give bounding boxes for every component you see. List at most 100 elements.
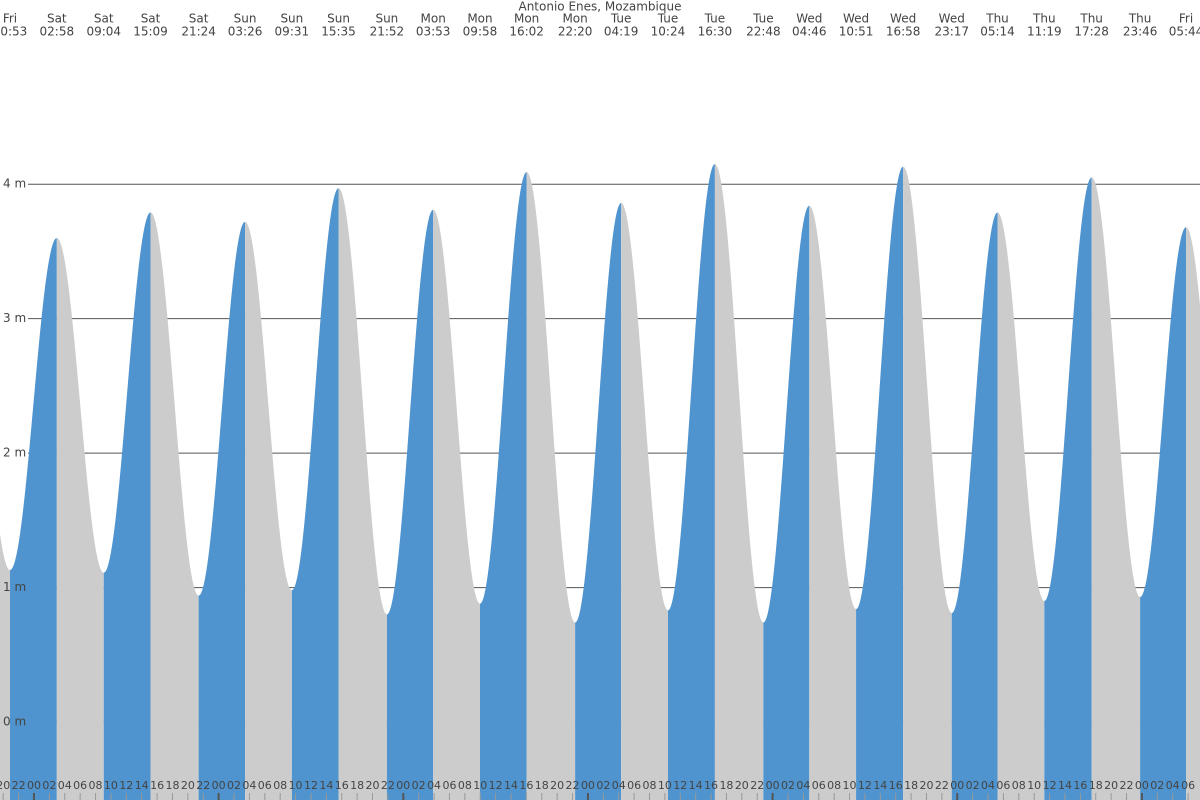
hour-label: 00: [396, 779, 410, 792]
hour-label: 06: [442, 779, 456, 792]
hour-label: 00: [1135, 779, 1149, 792]
extreme-time: 20:53: [0, 25, 27, 39]
extreme-day: Sat: [47, 12, 67, 26]
extreme-time: 22:20: [558, 25, 593, 39]
hour-label: 18: [904, 779, 918, 792]
hour-label: 14: [135, 779, 149, 792]
hour-label: 20: [181, 779, 195, 792]
extreme-time: 22:48: [746, 25, 781, 39]
hour-label: 08: [642, 779, 656, 792]
hour-label: 06: [812, 779, 826, 792]
tide-segment: [903, 166, 952, 800]
extreme-time: 10:24: [651, 25, 686, 39]
y-tick-label: 3 m: [3, 311, 26, 325]
extreme-day: Sat: [141, 12, 161, 26]
hour-label: 18: [350, 779, 364, 792]
hour-label: 18: [535, 779, 549, 792]
tide-segment: [0, 534, 10, 800]
hour-label: 12: [304, 779, 318, 792]
hour-label: 02: [1150, 779, 1164, 792]
extreme-time: 09:31: [275, 25, 310, 39]
extreme-day: Mon: [562, 12, 587, 26]
extreme-day: Mon: [514, 12, 539, 26]
hour-label: 20: [919, 779, 933, 792]
hour-label: 06: [73, 779, 87, 792]
extreme-time: 03:26: [228, 25, 263, 39]
tide-segment: [150, 212, 199, 800]
extreme-day: Wed: [939, 12, 965, 26]
extreme-time: 16:30: [698, 25, 733, 39]
hour-label: 22: [12, 779, 26, 792]
extreme-time: 09:04: [86, 25, 121, 39]
hour-label: 20: [735, 779, 749, 792]
hour-label: 02: [42, 779, 56, 792]
tide-segment: [714, 164, 764, 800]
extreme-day: Sun: [327, 12, 350, 26]
hour-label: 20: [1104, 779, 1118, 792]
hour-label: 04: [796, 779, 810, 792]
hour-label: 22: [750, 779, 764, 792]
extreme-time: 05:44: [1169, 25, 1200, 39]
hour-label: 16: [335, 779, 349, 792]
tide-segment: [621, 203, 668, 800]
extreme-time: 21:24: [181, 25, 216, 39]
extreme-day: Thu: [985, 12, 1009, 26]
hour-label: 14: [689, 779, 703, 792]
extreme-day: Thu: [1079, 12, 1103, 26]
y-tick-label: 0 m: [3, 715, 26, 729]
y-tick-label: 1 m: [3, 580, 26, 594]
hour-label: 18: [1089, 779, 1103, 792]
tide-segment: [479, 172, 527, 800]
extreme-day: Thu: [1032, 12, 1056, 26]
hour-label: 08: [1012, 779, 1026, 792]
hour-label: 20: [0, 779, 10, 792]
hour-label: 08: [89, 779, 103, 792]
hour-label: 22: [1120, 779, 1134, 792]
hour-label: 10: [289, 779, 303, 792]
hour-label: 02: [966, 779, 980, 792]
extreme-time: 23:46: [1123, 25, 1158, 39]
hour-label: 10: [1027, 779, 1041, 792]
extreme-day: Wed: [843, 12, 869, 26]
hour-label: 14: [319, 779, 333, 792]
tide-segment: [386, 209, 434, 800]
hour-label: 20: [366, 779, 380, 792]
extreme-day: Fri: [1179, 12, 1193, 26]
hour-label: 08: [273, 779, 287, 792]
extreme-time: 05:14: [980, 25, 1015, 39]
hour-label: 00: [212, 779, 226, 792]
extreme-day: Sun: [375, 12, 398, 26]
hour-label: 12: [858, 779, 872, 792]
extreme-time: 09:58: [463, 25, 498, 39]
hour-label: 00: [27, 779, 41, 792]
hour-label: 00: [950, 779, 964, 792]
tide-segment: [433, 209, 480, 800]
hour-label: 08: [827, 779, 841, 792]
hour-label: 14: [1058, 779, 1072, 792]
tide-segment: [856, 166, 904, 800]
extreme-time: 17:28: [1074, 25, 1109, 39]
extreme-time: 21:52: [370, 25, 405, 39]
hour-label: 02: [596, 779, 610, 792]
hour-label: 16: [889, 779, 903, 792]
tide-segment: [338, 188, 387, 800]
tide-segment: [198, 221, 246, 800]
tide-segment: [291, 188, 339, 800]
hour-label: 18: [719, 779, 733, 792]
extreme-day: Mon: [467, 12, 492, 26]
hour-label: 04: [612, 779, 626, 792]
extreme-time: 23:17: [934, 25, 969, 39]
tide-segment: [1186, 227, 1200, 800]
extreme-day: Sat: [189, 12, 209, 26]
extreme-time: 03:53: [416, 25, 451, 39]
hour-label: 06: [258, 779, 272, 792]
extreme-time: 16:58: [886, 25, 921, 39]
hour-label: 04: [981, 779, 995, 792]
hour-label: 06: [1181, 779, 1195, 792]
chart-title: Antonio Enes, Mozambique: [518, 0, 681, 14]
hour-label: 16: [1073, 779, 1087, 792]
hour-label: 02: [781, 779, 795, 792]
hour-label: 16: [519, 779, 533, 792]
hour-label: 02: [412, 779, 426, 792]
hour-label: 14: [873, 779, 887, 792]
